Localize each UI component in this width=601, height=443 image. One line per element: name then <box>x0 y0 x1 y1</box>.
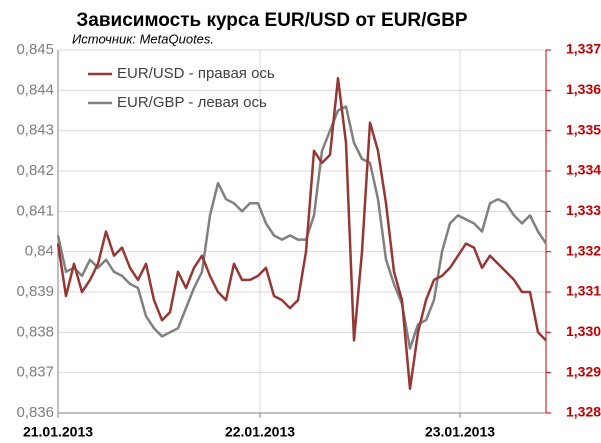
y2-tick-label: 1,328 <box>566 404 601 420</box>
y2-tick-label: 1,330 <box>566 323 601 339</box>
chart-title: Зависимость курса EUR/USD от EUR/GBP <box>76 10 468 31</box>
y2-tick-label: 1,331 <box>566 283 601 299</box>
y2-tick-label: 1,335 <box>566 121 601 137</box>
y2-tick-label: 1,337 <box>566 41 601 57</box>
y-tick-label: 0,837 <box>16 364 54 381</box>
y2-tick-label: 1,329 <box>566 363 601 379</box>
y-tick-label: 0,839 <box>16 283 54 300</box>
y-tick-label: 0,838 <box>16 323 54 340</box>
y-tick-label: 0,841 <box>16 202 54 219</box>
x-tick-label: 23.01.2013 <box>425 424 495 440</box>
series-line <box>56 76 547 391</box>
y2-tick-label: 1,332 <box>566 242 601 258</box>
legend-label: EUR/GBP - левая ось <box>117 94 267 111</box>
y-tick-label: 0,843 <box>16 122 54 139</box>
legend-label: EUR/USD - правая ось <box>117 65 275 82</box>
y-tick-label: 0,845 <box>16 41 54 58</box>
y-tick-label: 0,836 <box>16 404 54 421</box>
y2-tick-label: 1,336 <box>566 81 601 97</box>
y-tick-label: 0,842 <box>16 162 54 179</box>
x-tick-label: 22.01.2013 <box>225 424 295 440</box>
y-tick-label: 0,84 <box>25 243 54 260</box>
chart-subtitle: Источник: MetaQuotes. <box>72 31 214 46</box>
series-line <box>56 105 548 350</box>
y2-tick-label: 1,334 <box>566 162 601 178</box>
y2-tick-label: 1,333 <box>566 202 601 218</box>
y-tick-label: 0,844 <box>16 81 54 98</box>
x-tick-label: 21.01.2013 <box>23 424 93 440</box>
